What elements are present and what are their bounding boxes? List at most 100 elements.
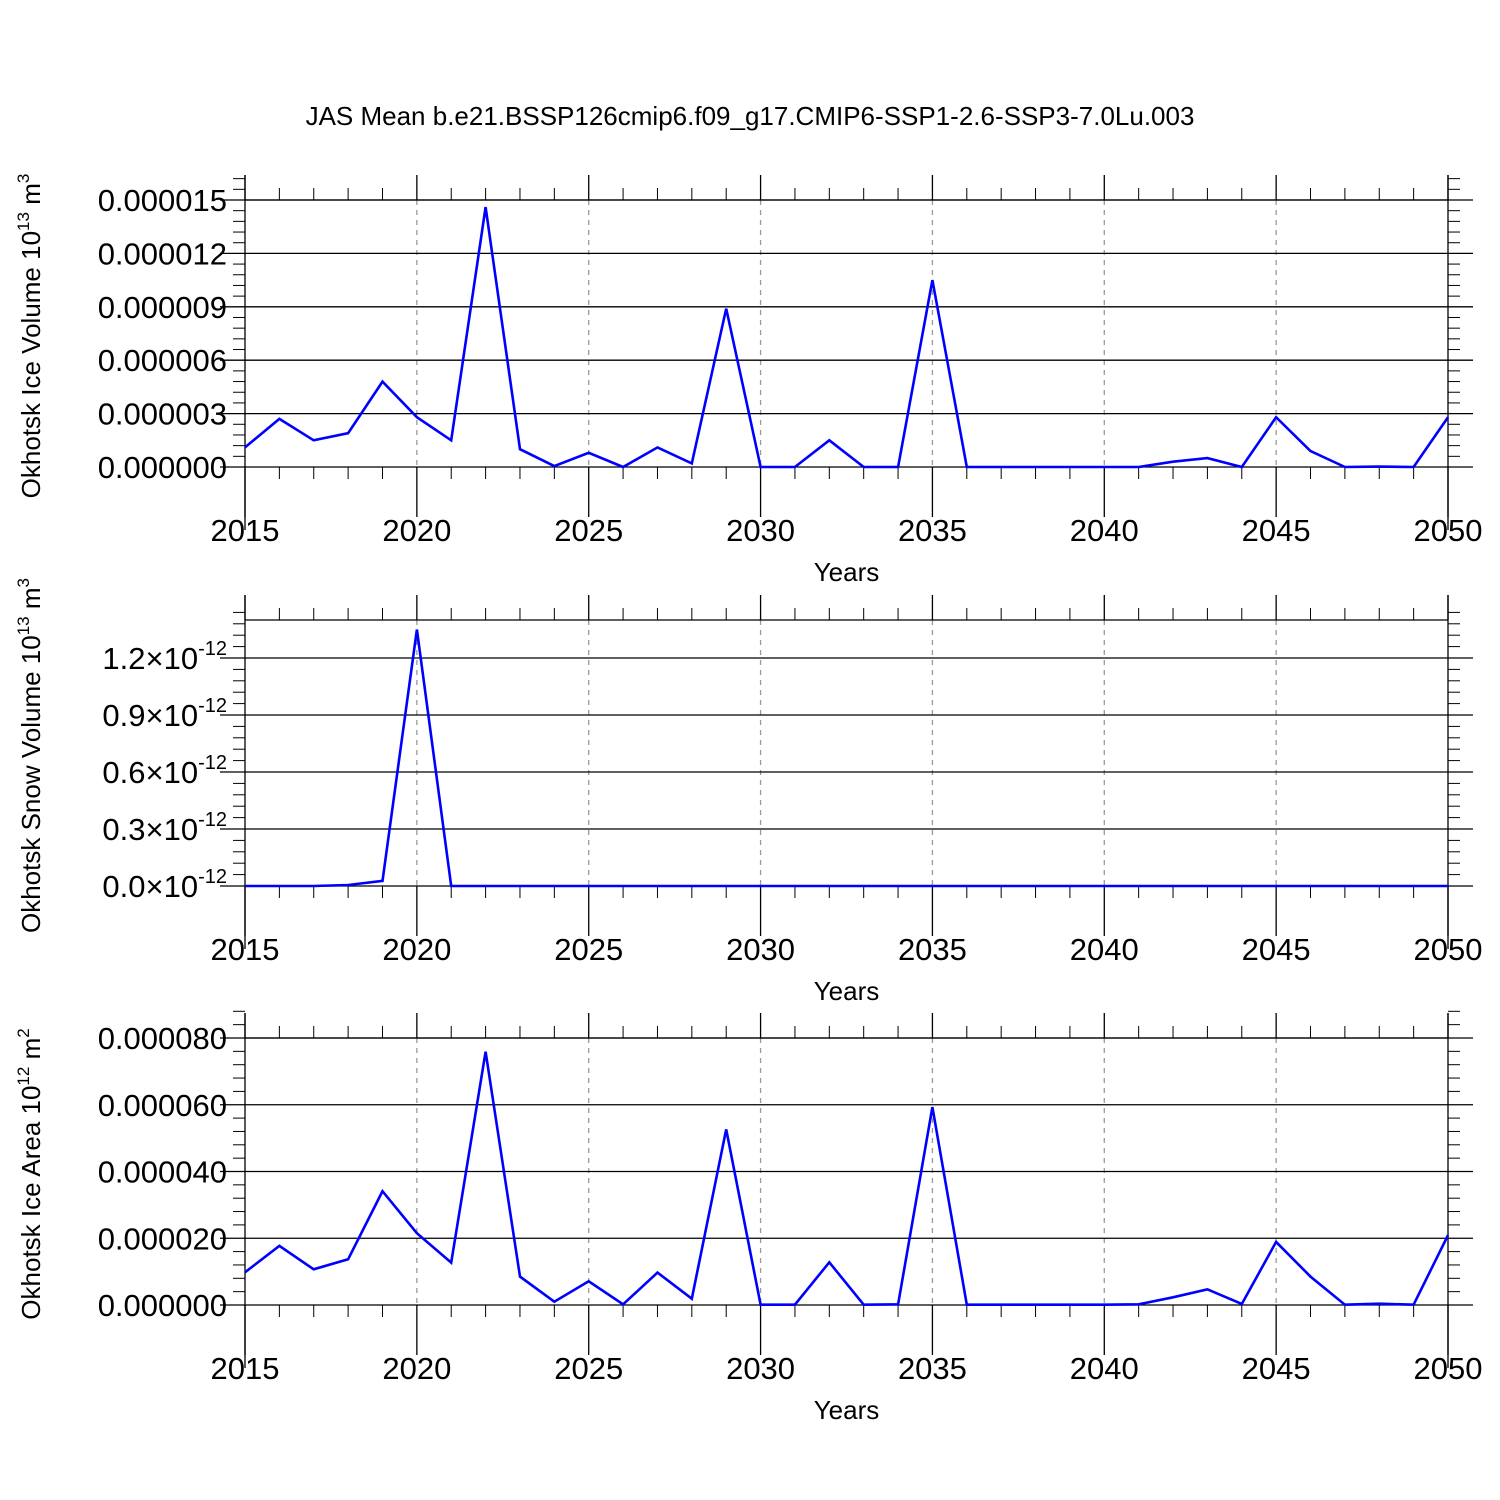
x-tick-label: 2025 xyxy=(554,513,623,548)
y-tick-label: 0.000000 xyxy=(98,450,227,485)
data-point xyxy=(312,439,315,442)
data-point xyxy=(1412,1303,1415,1306)
data-point xyxy=(1343,466,1346,469)
y-tick-label: 0.000040 xyxy=(98,1155,227,1190)
x-tick-label: 2040 xyxy=(1070,932,1139,967)
data-point xyxy=(1103,466,1106,469)
y-tick-mantissa: 0.0 xyxy=(102,869,145,904)
x-tick-label: 2035 xyxy=(898,932,967,967)
data-point xyxy=(450,439,453,442)
data-point xyxy=(759,1303,762,1306)
y-axis-label-unit: m xyxy=(16,183,46,212)
y-tick-exponent: -12 xyxy=(198,752,227,774)
y-axis-label-main: Okhotsk Ice Volume 10 xyxy=(16,231,46,498)
data-point xyxy=(1000,885,1003,888)
data-point xyxy=(1000,466,1003,469)
y-axis-label-unit-exponent: 3 xyxy=(14,578,33,587)
y-axis-label-unit-exponent: 2 xyxy=(14,1028,33,1037)
x-tick-label: 2045 xyxy=(1242,513,1311,548)
y-tick-mantissa: 0.6 xyxy=(102,755,145,790)
y-tick-label: 0.000000 xyxy=(98,1288,227,1323)
data-point xyxy=(1068,1303,1071,1306)
data-point xyxy=(1343,1303,1346,1306)
data-point xyxy=(1412,885,1415,888)
data-point xyxy=(244,1271,247,1274)
x-tick-label: 2015 xyxy=(211,513,280,548)
data-point xyxy=(1172,460,1175,463)
x-tick-label: 2020 xyxy=(382,1351,451,1386)
data-point xyxy=(587,1280,590,1283)
data-point xyxy=(1034,466,1037,469)
x-tick-label: 2020 xyxy=(382,932,451,967)
y-tick-times: × xyxy=(146,641,164,676)
x-tick-label: 2025 xyxy=(554,1351,623,1386)
x-tick-label: 2050 xyxy=(1414,513,1483,548)
data-point xyxy=(1034,885,1037,888)
data-point xyxy=(897,466,900,469)
data-point xyxy=(1034,1303,1037,1306)
y-tick-times: × xyxy=(146,812,164,847)
x-tick-label: 2030 xyxy=(726,1351,795,1386)
data-point xyxy=(656,885,659,888)
data-point xyxy=(862,885,865,888)
data-point xyxy=(1343,885,1346,888)
y-tick-label: 0.000012 xyxy=(98,236,227,271)
data-point xyxy=(587,885,590,888)
data-point xyxy=(415,628,418,631)
data-point xyxy=(897,1303,900,1306)
x-tick-label: 2050 xyxy=(1414,1351,1483,1386)
data-point xyxy=(278,1244,281,1247)
data-point xyxy=(1378,885,1381,888)
data-point xyxy=(518,885,521,888)
data-point xyxy=(1206,1288,1209,1291)
y-tick-label: 0.000003 xyxy=(98,397,227,432)
chart-panel-2: 0.0×10-120.3×10-120.6×10-120.9×10-121.2×… xyxy=(14,578,1482,1006)
data-point xyxy=(690,462,693,465)
data-point xyxy=(278,885,281,888)
y-tick-base: 10 xyxy=(164,812,198,847)
data-point xyxy=(828,439,831,442)
data-point xyxy=(1172,1296,1175,1299)
data-point xyxy=(518,1275,521,1278)
data-point xyxy=(450,1261,453,1264)
data-point xyxy=(587,451,590,454)
y-axis-label-exponent: 13 xyxy=(14,212,33,231)
data-point xyxy=(725,307,728,310)
data-point xyxy=(656,1271,659,1274)
y-axis-label-unit: m xyxy=(16,1038,46,1067)
chart-panel-3: 0.000000 0.000020 0.000040 0.000060 0.000080… xyxy=(14,1010,1483,1425)
y-tick-times: × xyxy=(146,869,164,904)
data-point xyxy=(381,380,384,383)
y-tick-label: 0.9×10-12 xyxy=(102,695,227,733)
y-tick-exponent: -12 xyxy=(198,695,227,717)
data-point xyxy=(1240,466,1243,469)
x-tick-label: 2035 xyxy=(898,513,967,548)
y-tick-label: 0.000060 xyxy=(98,1088,227,1123)
y-tick-label: 0.000009 xyxy=(98,290,227,325)
y-axis-label-exponent: 12 xyxy=(14,1067,33,1086)
data-point xyxy=(244,446,247,449)
y-axis-label-main: Okhotsk Ice Area 10 xyxy=(16,1086,46,1320)
data-point xyxy=(965,466,968,469)
data-point xyxy=(1172,885,1175,888)
y-axis-label-unit: m xyxy=(16,587,46,616)
y-axis-label: Okhotsk Ice Area 1012 m2 xyxy=(14,1028,46,1319)
data-point xyxy=(690,885,693,888)
data-point xyxy=(897,885,900,888)
data-point xyxy=(415,1232,418,1235)
data-point xyxy=(1309,449,1312,452)
x-axis-label: Years xyxy=(814,557,880,587)
data-point xyxy=(656,446,659,449)
series-line xyxy=(244,206,1450,469)
data-point xyxy=(1137,885,1140,888)
x-tick-label: 2040 xyxy=(1070,513,1139,548)
y-tick-label: 0.000015 xyxy=(98,183,227,218)
data-point xyxy=(1000,1303,1003,1306)
data-point xyxy=(725,885,728,888)
data-point xyxy=(965,1303,968,1306)
data-point xyxy=(381,1190,384,1193)
data-point xyxy=(450,885,453,888)
y-axis-label: Okhotsk Snow Volume 1013 m3 xyxy=(14,578,46,933)
data-point xyxy=(1275,1240,1278,1243)
y-tick-times: × xyxy=(146,755,164,790)
